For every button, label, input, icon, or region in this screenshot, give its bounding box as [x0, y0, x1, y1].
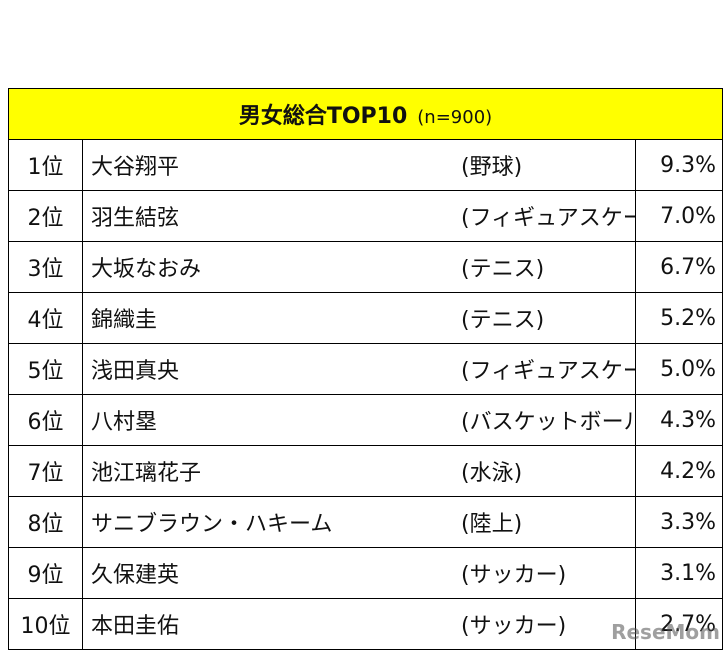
percent-cell: 6.7% [634, 241, 724, 293]
athlete-name: 久保建英 [91, 563, 180, 588]
rank-cell: 6位 [8, 394, 83, 446]
sport: (フィギュアスケート) [461, 206, 635, 231]
table-body: 男女総合TOP10 (n=900) 1位 大谷翔平 (野球) 9.3% 2位 羽生結弦 (フィ… [7, 88, 724, 650]
table-row: 9位 久保建英 (サッカー) 3.1% [8, 547, 724, 599]
rank-cell: 2位 [8, 190, 83, 242]
table-row: 3位 大坂なおみ (テニス) 6.7% [8, 241, 724, 293]
percent-cell: 7.0% [634, 190, 724, 242]
rank-cell: 1位 [8, 139, 83, 191]
sport: (テニス) [461, 257, 545, 282]
table-row: 10位 本田圭佑 (サッカー) 2.7% [8, 598, 724, 650]
athlete-name: 浅田真央 [91, 359, 180, 384]
name-cell: 八村塁 (バスケットボール) [82, 394, 636, 446]
percent-cell: 3.1% [634, 547, 724, 599]
percent-cell: 4.3% [634, 394, 724, 446]
sport: (テニス) [461, 308, 545, 333]
rank-cell: 9位 [8, 547, 83, 599]
sport: (野球) [461, 155, 523, 180]
table-title: 男女総合TOP10 [238, 104, 408, 129]
athlete-name: 大坂なおみ [91, 257, 202, 282]
sample-size: (n=900) [417, 107, 493, 128]
name-cell: 池江璃花子 (水泳) [82, 445, 636, 497]
header-cell: 男女総合TOP10 (n=900) [7, 88, 724, 140]
athlete-name: 錦織圭 [91, 308, 158, 333]
table-row: 7位 池江璃花子 (水泳) 4.2% [8, 445, 724, 497]
rank-cell: 10位 [8, 598, 83, 650]
name-cell: 久保建英 (サッカー) [82, 547, 636, 599]
percent-cell: 4.2% [634, 445, 724, 497]
sport: (フィギュアスケート) [461, 359, 635, 384]
name-cell: 羽生結弦 (フィギュアスケート) [82, 190, 636, 242]
athlete-name: 大谷翔平 [91, 155, 180, 180]
percent-cell: 9.3% [634, 139, 724, 191]
name-cell: 錦織圭 (テニス) [82, 292, 636, 344]
name-cell: 本田圭佑 (サッカー) [82, 598, 636, 650]
sport: (サッカー) [461, 614, 567, 639]
rank-cell: 5位 [8, 343, 83, 395]
name-cell: 浅田真央 (フィギュアスケート) [82, 343, 636, 395]
sport: (バスケットボール) [461, 410, 636, 435]
ranking-table: 男女総合TOP10 (n=900) 1位 大谷翔平 (野球) 9.3% 2位 羽生結弦 (フィ… [7, 88, 724, 650]
percent-cell: 5.0% [634, 343, 724, 395]
percent-cell: 2.7% [634, 598, 724, 650]
athlete-name: 池江璃花子 [91, 461, 202, 486]
athlete-name: 羽生結弦 [91, 206, 180, 231]
name-cell: 大坂なおみ (テニス) [82, 241, 636, 293]
table-row: 8位 サニブラウン・ハキーム (陸上) 3.3% [8, 496, 724, 548]
athlete-name: サニブラウン・ハキーム [91, 512, 333, 537]
name-cell: 大谷翔平 (野球) [82, 139, 636, 191]
rank-cell: 7位 [8, 445, 83, 497]
sport: (サッカー) [461, 563, 567, 588]
athlete-name: 八村塁 [91, 410, 158, 435]
rank-cell: 8位 [8, 496, 83, 548]
header-row: 男女総合TOP10 (n=900) [7, 88, 724, 140]
rank-cell: 3位 [8, 241, 83, 293]
table-row: 1位 大谷翔平 (野球) 9.3% [8, 139, 724, 191]
athlete-name: 本田圭佑 [91, 614, 180, 639]
name-cell: サニブラウン・ハキーム (陸上) [82, 496, 636, 548]
rank-cell: 4位 [8, 292, 83, 344]
sport: (陸上) [461, 512, 523, 537]
table-row: 4位 錦織圭 (テニス) 5.2% [8, 292, 724, 344]
watermark: ReseMom [611, 620, 720, 644]
percent-cell: 5.2% [634, 292, 724, 344]
percent-cell: 3.3% [634, 496, 724, 548]
sport: (水泳) [461, 461, 523, 486]
table-row: 6位 八村塁 (バスケットボール) 4.3% [8, 394, 724, 446]
